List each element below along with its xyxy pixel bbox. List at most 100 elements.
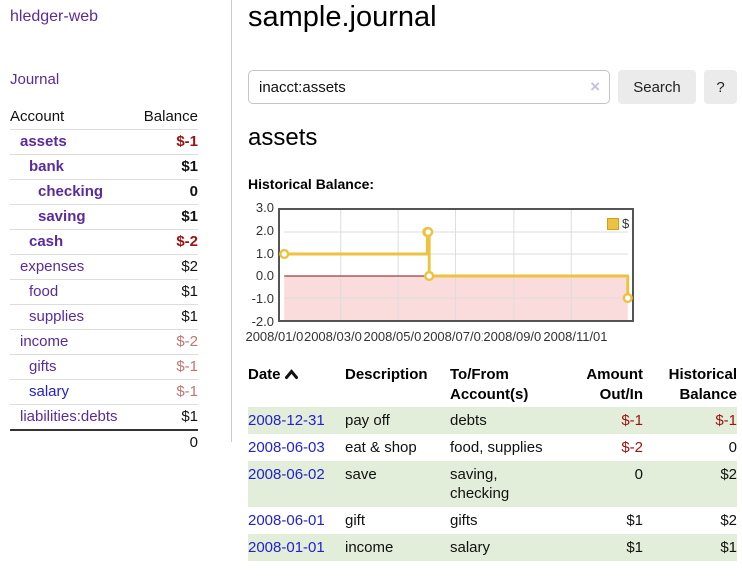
transaction-row: 2008-12-31 pay off debts $-1 $-1 (248, 407, 737, 434)
transaction-balance: $2 (720, 512, 737, 529)
y-tick-label: 0.0 (255, 268, 274, 284)
historical-header-line1: Historical (668, 366, 737, 383)
transaction-accounts: food, supplies (450, 439, 543, 456)
sidebar-item-journal[interactable]: Journal (10, 71, 60, 88)
chart-x-axis: 2008/01/01 2008/03/01 2008/05/01 2008/07/01… (244, 329, 634, 345)
transaction-balance: $1 (720, 539, 737, 556)
tofrom-header-line2: Account(s) (450, 386, 529, 403)
account-balance: $-2 (134, 329, 198, 355)
transaction-accounts: salary (450, 539, 491, 556)
account-row: bank $1 (10, 154, 198, 180)
account-row: saving $1 (10, 204, 198, 230)
account-balance: $1 (134, 304, 198, 330)
account-balance: $1 (134, 204, 198, 230)
account-balance: $-1 (134, 354, 198, 380)
account-heading: assets (248, 124, 318, 151)
account-row: cash $-2 (10, 229, 198, 255)
account-row: checking 0 (10, 179, 198, 205)
account-link-bank[interactable]: bank (29, 158, 65, 175)
column-header-date[interactable]: Date (248, 363, 345, 407)
transaction-row: 2008-06-02 save saving, checking 0 $2 (248, 461, 737, 507)
app-title-link[interactable]: hledger-web (10, 8, 99, 25)
column-header-amount: Amount Out/In (560, 363, 643, 407)
transaction-date-link[interactable]: 2008-01-01 (248, 539, 325, 556)
transaction-description: gift (345, 512, 366, 529)
account-row: food $1 (10, 279, 198, 305)
main-content: sample.journal × Search ? assets Histori… (244, 0, 738, 582)
account-link-saving[interactable]: saving (38, 208, 86, 225)
y-tick-label: -2.0 (251, 314, 274, 329)
account-link-assets[interactable]: assets (20, 133, 67, 150)
transaction-description: save (345, 466, 377, 483)
transaction-amount: 0 (634, 466, 643, 483)
transaction-row: 2008-01-01 income salary $1 $1 (248, 534, 737, 561)
transaction-amount: $-2 (621, 439, 643, 456)
x-tick-label: 2008/05/01 (362, 329, 430, 344)
date-header-label: Date (248, 366, 281, 383)
account-balance: $-1 (134, 129, 198, 155)
amount-header-line2: Out/In (599, 386, 643, 403)
account-link-liabilities-debts[interactable]: liabilities:debts (20, 408, 118, 425)
x-tick-label: 2008/11/01 (542, 329, 609, 344)
clear-search-icon[interactable]: × (590, 77, 600, 96)
legend-label: $ (622, 216, 630, 231)
column-header-historical: Historical Balance (643, 363, 737, 407)
search-input[interactable] (248, 70, 610, 104)
search-button[interactable]: Search (618, 70, 696, 104)
account-row: supplies $1 (10, 304, 198, 330)
accounts-total-balance: 0 (134, 429, 198, 455)
transaction-balance: $2 (720, 466, 737, 483)
transaction-amount: $-1 (621, 412, 643, 429)
chart-legend: $ (605, 216, 632, 231)
account-link-salary[interactable]: salary (29, 383, 70, 400)
transactions-header-row: Date Description To/From Account(s) Amou… (248, 363, 737, 407)
account-row: salary $-1 (10, 379, 198, 405)
amount-header-line1: Amount (586, 366, 643, 383)
accounts-header-account: Account (10, 105, 135, 130)
transaction-date-link[interactable]: 2008-06-02 (248, 466, 325, 483)
y-tick-label: 2.0 (255, 222, 274, 238)
account-link-supplies[interactable]: supplies (29, 308, 85, 325)
transaction-amount: $1 (626, 539, 643, 556)
accounts-header-row: Account Balance (10, 105, 198, 130)
accounts-table: Account Balance assets $-1 bank $1 check… (10, 105, 198, 455)
account-row: expenses $2 (10, 254, 198, 280)
sort-ascending-icon (284, 369, 298, 379)
chart-title: Historical Balance: (248, 176, 375, 192)
transaction-date-link[interactable]: 2008-06-03 (248, 439, 325, 456)
balance-chart-plot (278, 208, 634, 322)
account-balance: $2 (134, 254, 198, 280)
account-link-income[interactable]: income (20, 333, 69, 350)
transaction-accounts: saving, checking (450, 466, 510, 502)
column-header-tofrom: To/From Account(s) (450, 363, 560, 407)
x-tick-label: 2008/03/01 (302, 329, 371, 344)
account-balance: $-1 (134, 379, 198, 405)
account-row: income $-2 (10, 329, 198, 355)
y-tick-label: 3.0 (255, 200, 274, 215)
search-help-button[interactable]: ? (704, 70, 737, 104)
account-balance: $1 (134, 404, 198, 431)
sidebar: hledger-web Journal Account Balance asse… (0, 0, 232, 455)
account-link-gifts[interactable]: gifts (29, 358, 57, 375)
transaction-date-link[interactable]: 2008-12-31 (248, 412, 325, 429)
account-row: gifts $-1 (10, 354, 198, 380)
x-tick-label: 2008/09/01 (482, 329, 550, 344)
account-balance: $-2 (134, 229, 198, 255)
account-link-food[interactable]: food (29, 283, 59, 300)
transactions-table: Date Description To/From Account(s) Amou… (248, 363, 737, 561)
account-link-expenses[interactable]: expenses (20, 258, 85, 275)
transaction-balance: $-1 (715, 412, 737, 429)
series-color-swatch-icon (607, 217, 619, 230)
transaction-date-link[interactable]: 2008-06-01 (248, 512, 325, 529)
accounts-header-balance: Balance (134, 105, 198, 130)
account-row: assets $-1 (10, 129, 198, 155)
accounts-total-row: 0 (10, 429, 198, 455)
column-header-description: Description (345, 366, 428, 383)
account-link-checking[interactable]: checking (38, 183, 104, 200)
account-balance: $1 (134, 279, 198, 305)
transaction-amount: $1 (626, 512, 643, 529)
transaction-row: 2008-06-01 gift gifts $1 $2 (248, 507, 737, 534)
transaction-description: pay off (345, 412, 390, 429)
account-link-cash[interactable]: cash (29, 233, 64, 250)
account-row: liabilities:debts $1 (10, 404, 198, 431)
